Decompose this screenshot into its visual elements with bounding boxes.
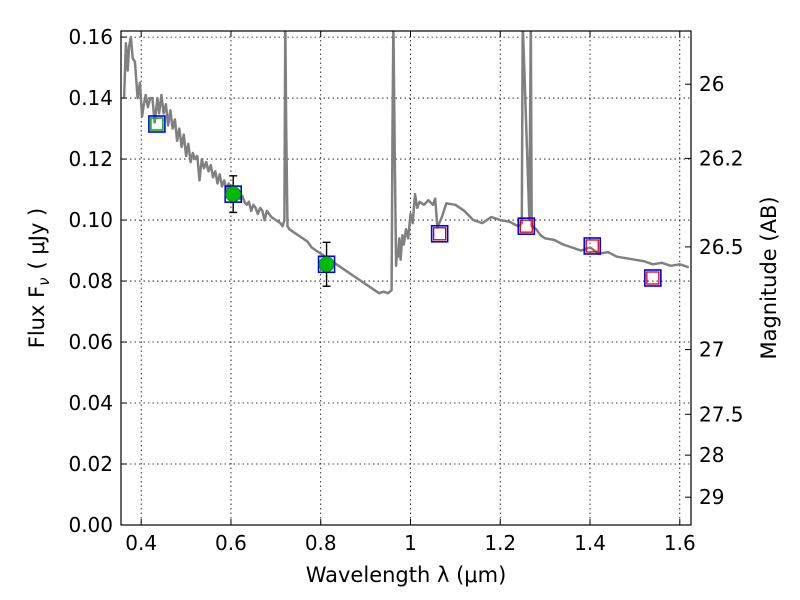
y-tick-label: 0.06 — [68, 330, 113, 354]
y-tick-label: 0.00 — [68, 513, 113, 537]
x-axis-title: Wavelength λ (μm) — [306, 563, 507, 587]
y2-tick-label: 27 — [699, 338, 724, 362]
y-tick-label: 0.16 — [68, 25, 113, 49]
grid — [121, 31, 691, 525]
spectrum-line — [122, 31, 690, 295]
y2-tick-label: 29 — [699, 485, 724, 509]
x-tick-label: 1 — [404, 531, 417, 555]
model-square-marker — [644, 269, 662, 287]
photometry-point — [318, 256, 335, 273]
upper-limit-square-marker — [433, 227, 447, 241]
y-tick-label: 0.04 — [68, 391, 113, 415]
x-tick-label: 0.8 — [305, 531, 337, 555]
plot-frame — [120, 30, 692, 526]
svg-text:Flux Fν( μJy ): Flux Fν ( μJy ) — [25, 208, 53, 349]
y2-tick-label: 26.5 — [699, 235, 744, 259]
y-tick-label: 0.02 — [68, 452, 113, 476]
axis-ticks: 0.4 0.6 0.8 1 1.2 1.4 1.6 0.00 0.02 0.04 0.06 0.08 0… — [68, 25, 743, 555]
y2-tick-label: 27.5 — [699, 402, 744, 426]
model-square-marker — [583, 237, 602, 255]
y-tick-label: 0.08 — [68, 269, 113, 293]
y-tick-label: 0.10 — [68, 208, 113, 232]
y2-tick-label: 26.2 — [699, 146, 744, 170]
y2-axis-title: Magnitude (AB) — [757, 196, 781, 359]
upper-limit-square-marker — [519, 219, 533, 233]
photometry-point — [225, 186, 242, 203]
y-axis-title: Flux Fν ( μJy ) — [25, 208, 53, 349]
model-square-marker — [517, 217, 536, 235]
y-axis-title-main: Flux F — [25, 286, 49, 348]
x-tick-label: 1.2 — [484, 531, 516, 555]
y2-tick-label: 26 — [699, 72, 724, 96]
y-axis-title-unit: ( μJy ) — [25, 208, 49, 270]
upper-limit-square-marker — [646, 271, 660, 285]
model-square-marker — [430, 224, 449, 243]
upper-limit-square-marker — [585, 239, 599, 253]
x-tick-label: 1.6 — [664, 531, 696, 555]
photometry-square-marker — [150, 117, 164, 131]
y-axis-title-sub: ν — [35, 277, 53, 285]
spectrum-series — [122, 31, 690, 295]
y-tick-label: 0.14 — [68, 86, 113, 110]
x-tick-label: 0.6 — [215, 531, 247, 555]
x-tick-label: 0.4 — [125, 531, 157, 555]
model-square-marker — [148, 115, 166, 133]
x-tick-label: 1.4 — [574, 531, 606, 555]
photometry-points — [148, 115, 662, 287]
y-tick-label: 0.12 — [68, 147, 113, 171]
y2-tick-label: 28 — [699, 443, 724, 467]
